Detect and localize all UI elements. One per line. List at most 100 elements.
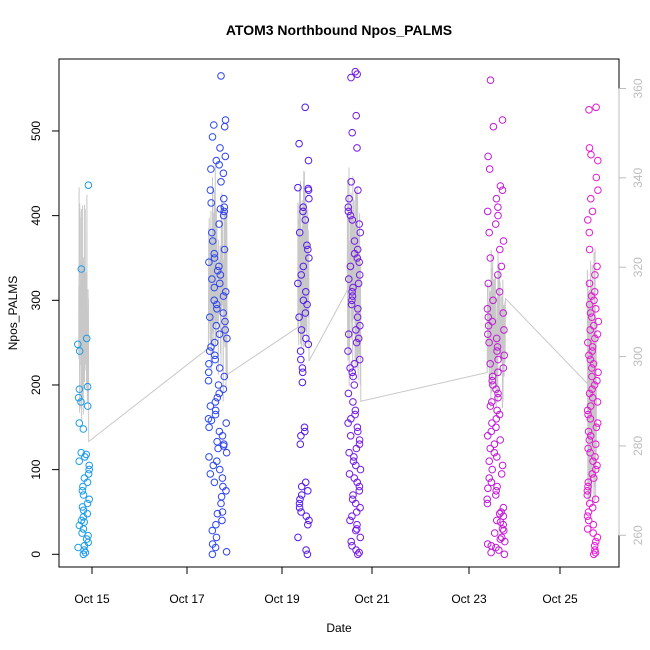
scatter-point [295, 228, 304, 237]
scatter-point [204, 376, 213, 385]
scatter-point [498, 116, 507, 124]
scatter-point [348, 216, 357, 224]
scatter-point [352, 461, 360, 470]
scatter-point [217, 178, 225, 186]
scatter-point [345, 194, 353, 203]
scatter-point [74, 340, 82, 349]
y-tick-label: 500 [29, 121, 43, 141]
line-series-path [78, 165, 597, 507]
scatter-point [221, 116, 230, 124]
scatter-point [296, 347, 305, 355]
scatter-point [350, 474, 359, 482]
scatter-point [294, 533, 302, 542]
scatter-point [593, 419, 602, 427]
scatter-point [585, 245, 594, 254]
scatter-point [346, 516, 354, 525]
scatter-point [592, 103, 600, 112]
scatter-point [210, 254, 219, 262]
scatter-point [588, 364, 596, 372]
scatter-point [584, 216, 592, 224]
scatter-point [351, 410, 359, 419]
scatter-point [207, 199, 215, 207]
scatter-point [492, 194, 501, 203]
scatter-point [348, 128, 357, 137]
scatter-point [302, 512, 311, 521]
scatter-point [585, 144, 594, 152]
scatter-point [208, 275, 216, 283]
scatter-point [494, 271, 502, 279]
scatter-point [346, 432, 355, 440]
scatter-point [493, 453, 501, 461]
scatter-point [352, 526, 360, 535]
scatter-point [591, 495, 600, 504]
scatter-point [302, 288, 310, 296]
scatter-point [489, 296, 497, 305]
scatter-point [221, 326, 229, 334]
x-tick-label: Oct 21 [354, 592, 390, 606]
scatter-point [589, 321, 598, 330]
scatter-point [206, 186, 215, 194]
scatter-point [489, 381, 497, 389]
scatter-point [297, 432, 305, 440]
scatter-point [209, 461, 218, 470]
scatter-point [210, 478, 219, 487]
scatter-point [348, 292, 357, 300]
scatter-point [215, 220, 223, 228]
y2-tick-label: 300 [631, 346, 645, 366]
scatter-point [356, 533, 365, 542]
scatter-point [298, 368, 307, 377]
scatter-point [296, 440, 305, 449]
scatter-point [212, 156, 221, 165]
scatter-point [85, 461, 93, 470]
scatter-point [589, 457, 597, 466]
scatter-point [497, 262, 506, 271]
y-tick-label: 300 [29, 290, 43, 310]
scatter-point [82, 535, 91, 543]
scatter-point [590, 296, 598, 305]
scatter-point [486, 444, 495, 453]
scatter-point [495, 288, 504, 296]
plot-frame [58, 58, 620, 568]
scatter-point [496, 518, 505, 526]
scatter-point [79, 425, 88, 433]
scatter-point [499, 364, 508, 372]
scatter-point [210, 283, 219, 292]
scatter-point [295, 139, 303, 148]
scatter-point [486, 360, 495, 368]
scatter-point [356, 321, 364, 330]
scatter-point [483, 432, 492, 440]
scatter-point [484, 484, 492, 493]
scatter-point [492, 423, 500, 432]
scatter-point [586, 355, 595, 364]
scatter-point [499, 512, 508, 521]
scatter-point [213, 305, 221, 313]
scatter-point [348, 288, 356, 296]
scatter-point [297, 491, 306, 499]
scatter-point [295, 313, 303, 322]
scatter-point [483, 540, 492, 548]
scatter-point [83, 382, 92, 391]
scatter-point [348, 368, 357, 377]
scatter-point [353, 245, 362, 254]
scatter-point [205, 347, 214, 355]
scatter-point [488, 376, 497, 385]
scatter-point [593, 330, 602, 339]
scatter-point [297, 482, 306, 491]
scatter-point [588, 372, 596, 381]
scatter-point [213, 509, 222, 518]
scatter-point [355, 220, 364, 228]
scatter-point [211, 398, 220, 406]
scatter-point [75, 385, 84, 394]
scatter-point [583, 487, 592, 495]
scatter-point [77, 398, 85, 406]
scatter-point [353, 70, 362, 78]
scatter-point [79, 491, 88, 499]
scatter-point [294, 279, 302, 288]
scatter-point [494, 211, 502, 220]
scatter-point [208, 526, 217, 535]
scatter-point [496, 182, 505, 190]
scatter-point [349, 398, 357, 406]
scatter-point [485, 228, 494, 237]
scatter-point [586, 402, 595, 410]
scatter-point [78, 487, 87, 495]
